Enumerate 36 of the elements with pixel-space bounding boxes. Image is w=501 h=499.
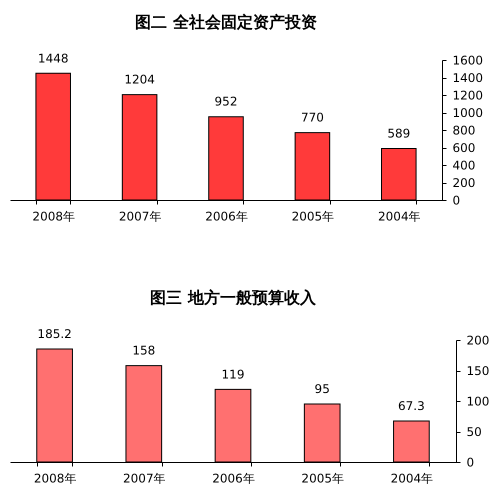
- chart-title: 图三 地方一般预算收入: [150, 288, 317, 308]
- x-tick-label: 2004年: [390, 472, 434, 486]
- data-label: 119: [222, 367, 244, 382]
- x-tick-label: 2007年: [118, 210, 162, 224]
- y-tick-label: 800: [452, 124, 476, 138]
- x-tick-label: 2004年: [378, 210, 421, 224]
- y-tick-label: 0: [466, 456, 474, 470]
- data-label: 185.2: [37, 327, 72, 342]
- data-label: 1204: [124, 72, 155, 87]
- y-tick-label: 600: [452, 141, 476, 155]
- x-tick-label: 2005年: [292, 210, 334, 224]
- y-tick-label: 1000: [452, 106, 484, 120]
- data-label: 1448: [38, 51, 68, 66]
- y-tick-label: 1200: [452, 88, 484, 102]
- y-tick-label: 200: [466, 334, 490, 348]
- y-tick-label: 200: [452, 176, 476, 190]
- data-label: 67.3: [398, 398, 425, 413]
- x-tick-label: 2008年: [32, 210, 75, 224]
- data-label: 952: [214, 94, 238, 109]
- data-label: 770: [300, 110, 324, 125]
- x-tick-label: 2008年: [34, 472, 76, 486]
- chart-title: 图二 全社会固定资产投资: [135, 12, 317, 32]
- y-tick-label: 400: [452, 158, 476, 172]
- data-label: 589: [387, 126, 410, 140]
- data-label: 95: [314, 382, 330, 396]
- y-tick-label: 1400: [452, 71, 484, 85]
- x-tick-label: 2007年: [123, 472, 166, 486]
- x-tick-label: 2006年: [205, 210, 248, 224]
- y-tick-label: 1600: [452, 54, 484, 68]
- x-tick-label: 2006年: [212, 472, 255, 486]
- y-tick-label: 100: [466, 394, 490, 408]
- y-tick-label: 150: [466, 364, 490, 378]
- x-tick-label: 2005年: [301, 472, 344, 486]
- y-tick-label: 0: [452, 194, 460, 208]
- data-label: 158: [132, 344, 156, 358]
- y-tick-label: 50: [466, 425, 482, 439]
